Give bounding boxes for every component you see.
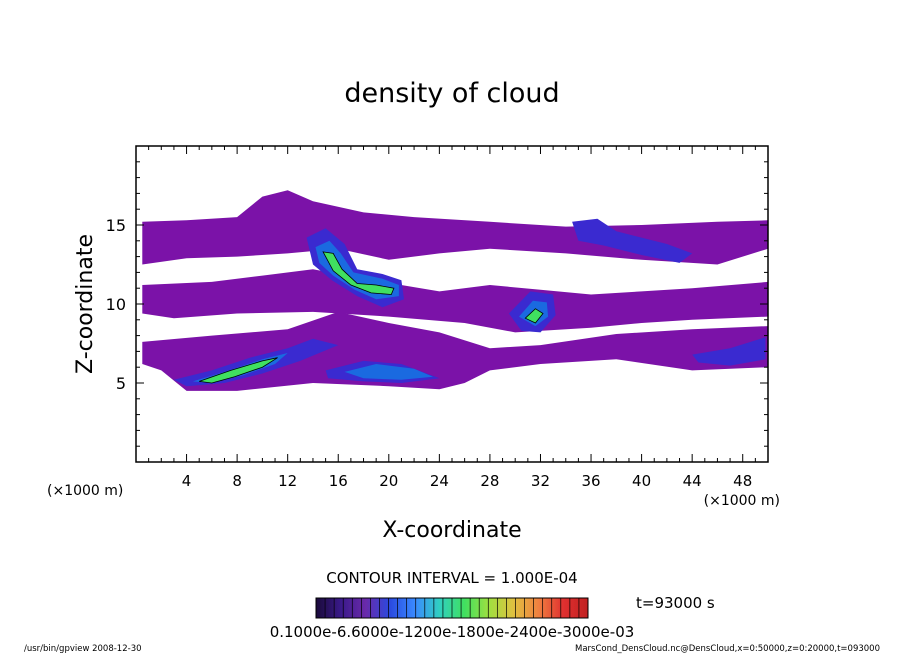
y-tick-label: 5	[116, 374, 126, 393]
cloud-region-mid	[344, 364, 433, 380]
x-tick-label: 16	[329, 472, 348, 490]
x-tick-label: 28	[480, 472, 499, 490]
x-tick-label: 40	[632, 472, 651, 490]
contour-interval-label: CONTOUR INTERVAL = 1.000E-04	[326, 569, 577, 587]
cloud-region-base	[142, 311, 768, 391]
colorbar-stripes	[324, 598, 580, 618]
y-axis: 5 10 15	[106, 161, 768, 447]
footer-right: MarsCond_DensCloud.nc@DensCloud,x=0:5000…	[575, 644, 880, 654]
x-tick-label: 36	[581, 472, 600, 490]
x-unit-right: (×1000 m)	[704, 493, 780, 509]
x-tick-label: 8	[232, 472, 242, 490]
footer-left: /usr/bin/gpview 2008-12-30	[24, 644, 142, 654]
x-unit-left: (×1000 m)	[47, 483, 123, 499]
cloud-region-mid	[315, 240, 399, 300]
cloud-region-low	[692, 337, 766, 366]
x-axis: 4 8 12 16 20 24 28 32 36 40 44 48	[148, 146, 756, 490]
x-axis-label: X-coordinate	[382, 518, 521, 543]
cloud-region-low	[572, 218, 693, 263]
y-axis-label: Z-coordinate	[73, 234, 98, 374]
x-tick-label: 4	[182, 472, 192, 490]
x-tick-label: 24	[430, 472, 449, 490]
cloud-region-high	[524, 308, 544, 324]
cloud-density-field	[142, 190, 768, 391]
x-tick-label: 12	[278, 472, 297, 490]
cloud-region-base	[142, 269, 768, 333]
cloud-region-high	[322, 251, 395, 295]
x-tick-label: 48	[733, 472, 752, 490]
chart-title: density of cloud	[344, 78, 559, 109]
time-label: t=93000 s	[636, 594, 715, 612]
x-tick-label: 32	[531, 472, 550, 490]
x-tick-label: 44	[683, 472, 702, 490]
y-tick-label: 15	[106, 216, 126, 235]
x-tick-label: 20	[379, 472, 398, 490]
y-tick-label: 10	[106, 295, 126, 314]
colorbar-labels: 0.1000e-6.6000e-1200e-1800e-2400e-3000e-…	[270, 623, 635, 641]
cloud-region-high	[199, 357, 278, 384]
